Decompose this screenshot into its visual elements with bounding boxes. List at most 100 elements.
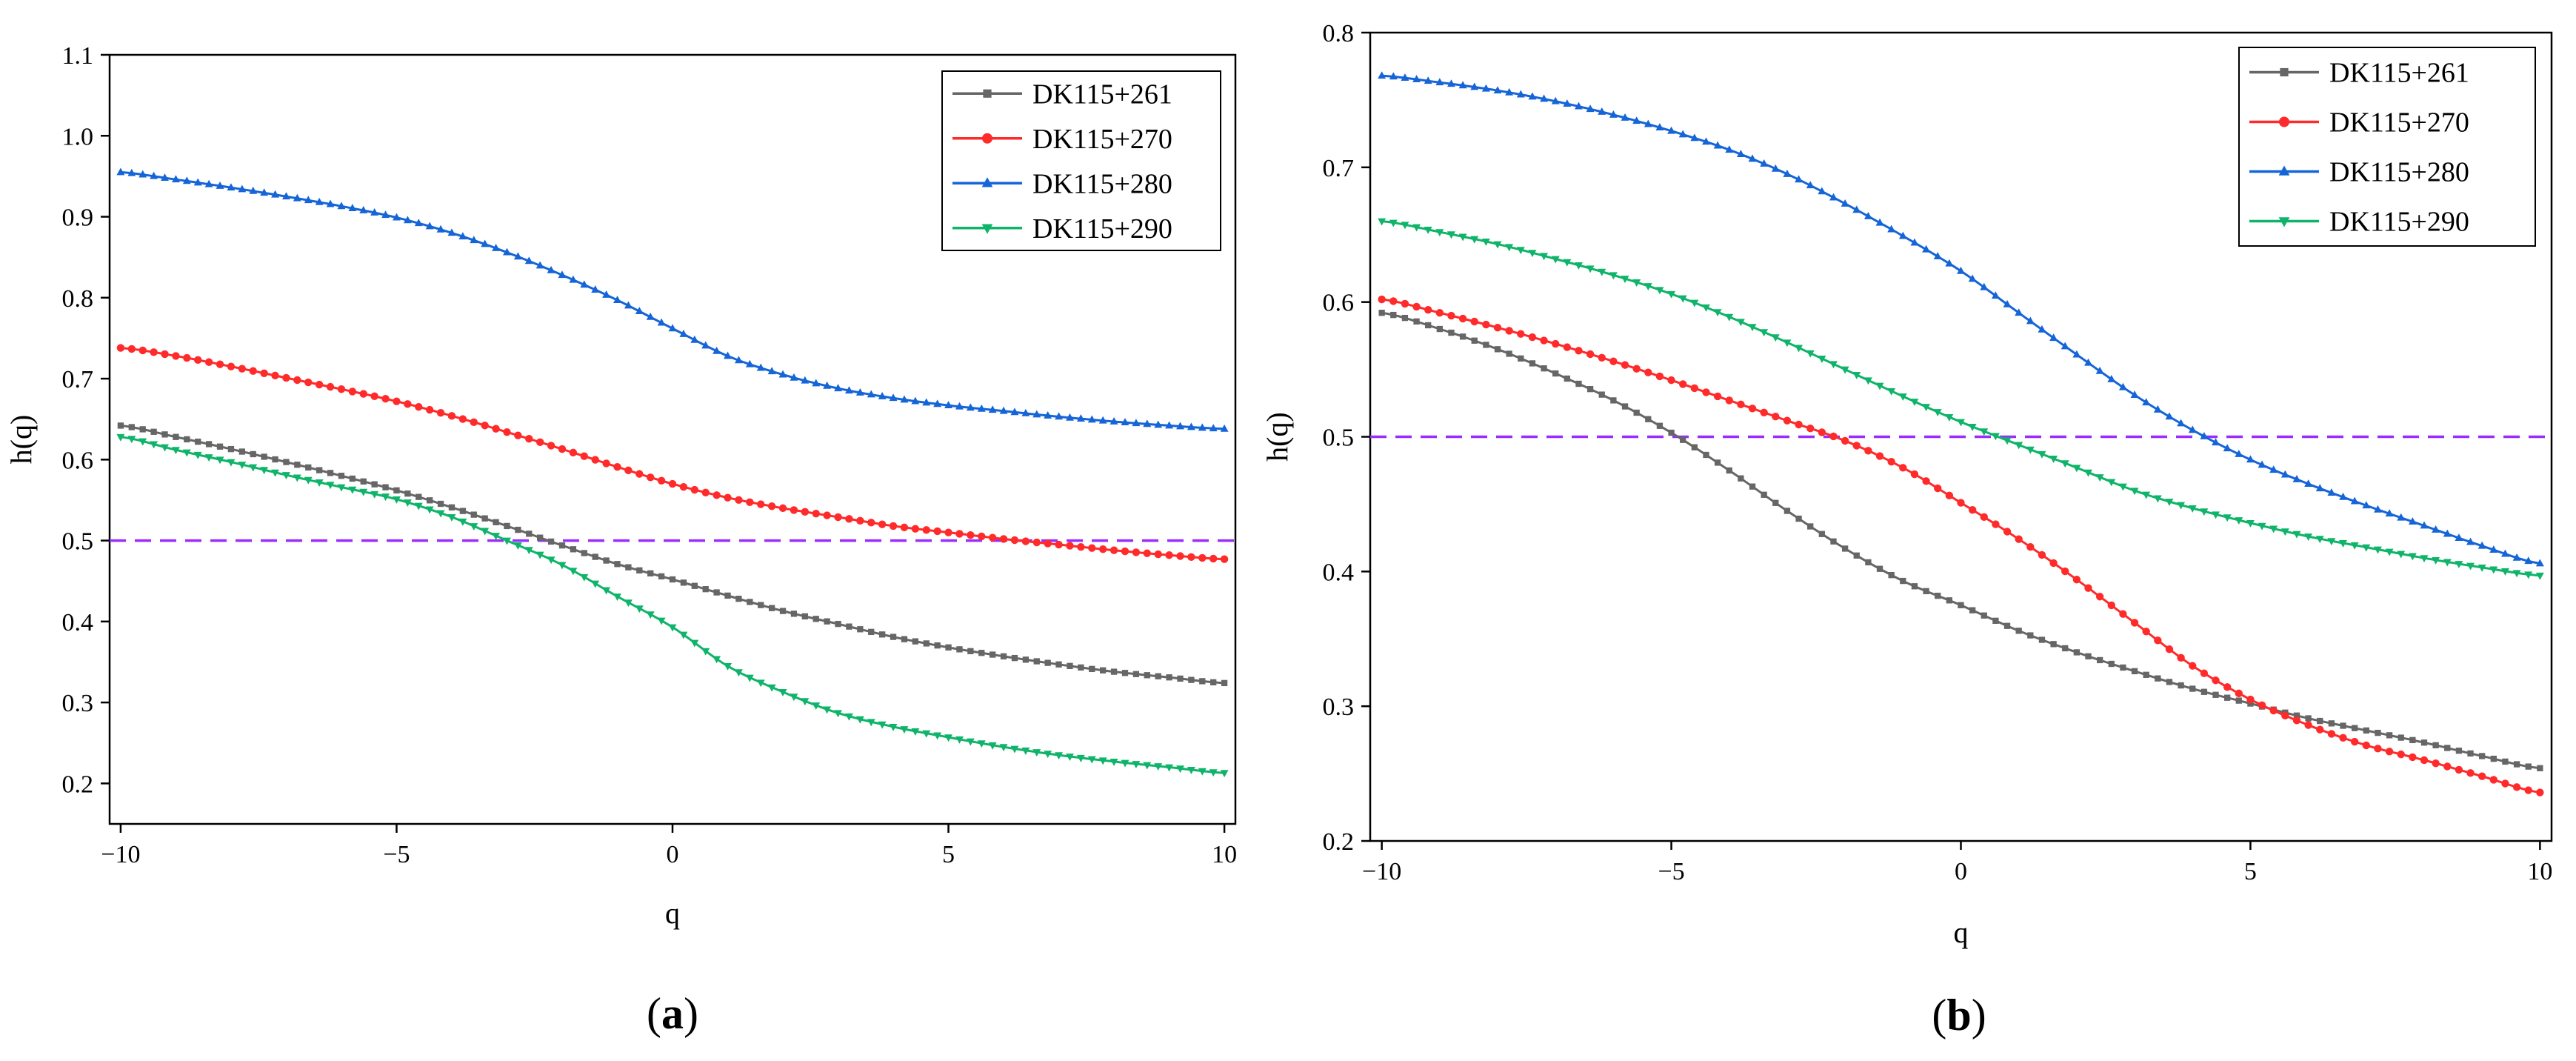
- data-point: [1749, 483, 1756, 490]
- data-point: [348, 486, 357, 494]
- data-point: [1806, 424, 1815, 433]
- data-point: [1210, 679, 1217, 686]
- data-point: [967, 648, 974, 654]
- data-point: [1425, 322, 1432, 329]
- data-point: [734, 356, 743, 364]
- data-point: [1772, 499, 1779, 506]
- data-point: [2537, 765, 2543, 771]
- data-point: [1609, 357, 1618, 365]
- data-point: [558, 542, 566, 549]
- data-point: [1088, 544, 1096, 552]
- data-point: [812, 509, 820, 518]
- data-point: [1575, 102, 1583, 110]
- data-point: [1540, 94, 1549, 102]
- data-point: [2189, 662, 2197, 670]
- data-point: [1505, 244, 1514, 252]
- y-axis-label: h(q): [4, 415, 38, 465]
- data-point: [2026, 316, 2035, 325]
- data-point: [580, 573, 589, 582]
- data-point: [2280, 470, 2289, 478]
- data-point: [1505, 327, 1513, 335]
- data-point: [2062, 645, 2069, 652]
- data-point: [1900, 577, 1906, 585]
- data-point: [767, 367, 776, 375]
- data-point: [801, 613, 808, 620]
- data-point: [911, 525, 920, 533]
- data-point: [834, 384, 842, 392]
- data-point: [1481, 84, 1490, 92]
- data-point: [139, 346, 147, 355]
- data-point: [1598, 391, 1605, 398]
- data-point: [139, 170, 147, 178]
- data-point: [2235, 697, 2242, 704]
- x-tick-label: −5: [383, 841, 410, 868]
- data-point: [513, 252, 522, 260]
- y-tick-label: 0.6: [62, 447, 94, 474]
- data-point: [614, 561, 621, 568]
- data-point: [1795, 515, 1802, 522]
- data-point: [2316, 725, 2324, 734]
- data-point: [2362, 544, 2371, 552]
- data-point: [1447, 311, 1455, 320]
- legend-entry: DK115+290: [952, 213, 1172, 245]
- data-point: [294, 462, 301, 468]
- data-point: [2049, 333, 2058, 342]
- data-point: [1401, 299, 1409, 308]
- data-point: [227, 183, 236, 191]
- data-point: [2490, 755, 2497, 762]
- data-point: [1806, 350, 1815, 358]
- data-point: [2455, 765, 2463, 774]
- data-point: [988, 742, 997, 750]
- data-point: [635, 605, 644, 613]
- panel-label-open: (: [647, 989, 661, 1038]
- data-point: [437, 500, 444, 508]
- data-point: [293, 193, 301, 202]
- data-point: [668, 624, 677, 632]
- data-point: [360, 478, 367, 485]
- x-axis-label: q: [1954, 916, 1969, 949]
- data-point: [1644, 283, 1652, 290]
- data-point: [1922, 245, 1931, 253]
- data-point: [1055, 752, 1064, 760]
- data-point: [1738, 475, 1744, 482]
- data-point: [315, 479, 324, 487]
- data-point: [801, 508, 810, 516]
- data-point: [834, 513, 842, 522]
- data-point: [592, 553, 598, 560]
- data-point: [602, 459, 610, 468]
- data-point: [1033, 658, 1040, 665]
- data-point: [1632, 365, 1641, 373]
- data-point: [1748, 324, 1757, 332]
- data-point: [535, 261, 544, 269]
- data-point: [1609, 272, 1618, 280]
- data-point: [2500, 549, 2509, 557]
- data-point: [1981, 612, 1987, 619]
- data-point: [414, 219, 423, 227]
- x-tick-label: 10: [1212, 841, 1237, 868]
- data-point: [513, 542, 522, 550]
- data-point: [2443, 559, 2452, 567]
- data-point: [1783, 169, 1792, 177]
- data-point: [790, 373, 798, 381]
- data-point: [171, 175, 180, 183]
- data-point: [503, 247, 511, 256]
- data-point: [768, 605, 775, 611]
- data-point: [2212, 676, 2220, 685]
- data-point: [2327, 730, 2336, 738]
- data-point: [204, 179, 213, 187]
- data-point: [194, 356, 202, 365]
- data-point: [580, 280, 589, 288]
- y-axis-label: h(q): [1261, 412, 1294, 462]
- data-point: [2096, 656, 2103, 664]
- data-point: [591, 285, 600, 293]
- data-point: [1598, 268, 1606, 276]
- data-point: [150, 171, 159, 179]
- data-point: [901, 636, 908, 642]
- y-tick-label: 0.7: [62, 366, 94, 393]
- data-point: [128, 424, 135, 430]
- data-point: [260, 467, 269, 475]
- data-point: [1100, 667, 1107, 673]
- data-point: [977, 404, 986, 412]
- data-point: [2432, 742, 2439, 748]
- data-point: [1435, 78, 1444, 86]
